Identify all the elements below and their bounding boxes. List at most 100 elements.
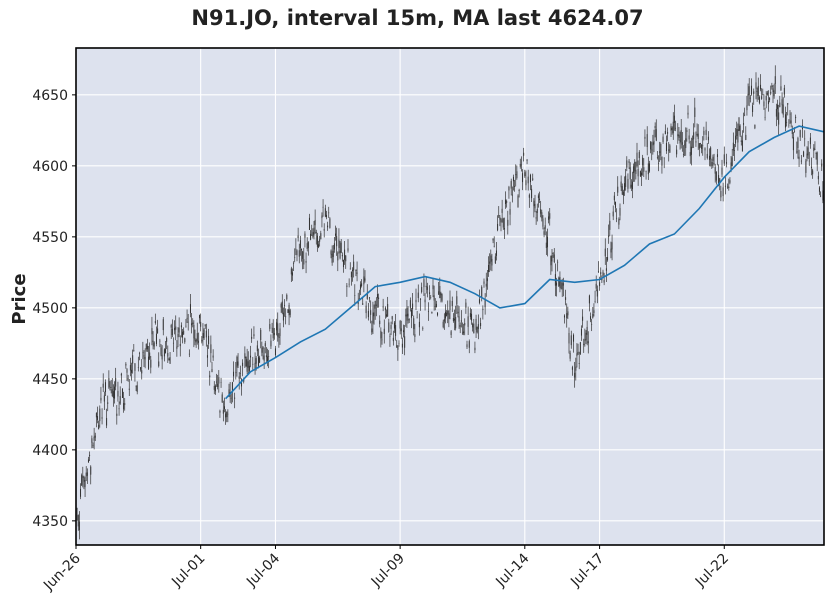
candle-body bbox=[571, 335, 572, 345]
candle-body bbox=[749, 86, 750, 95]
candle-body bbox=[252, 364, 253, 365]
candle-body bbox=[200, 322, 201, 327]
candle-body bbox=[558, 278, 559, 286]
candle-body bbox=[132, 355, 133, 363]
candle-body bbox=[213, 356, 214, 358]
candle-body bbox=[108, 378, 109, 387]
candle-body bbox=[370, 310, 371, 315]
candle-body bbox=[669, 145, 670, 152]
candle-body bbox=[465, 303, 466, 308]
candle-body bbox=[504, 228, 505, 229]
candle-body bbox=[183, 331, 184, 335]
candle-body bbox=[379, 321, 380, 324]
candle-body bbox=[303, 259, 304, 264]
candle-body bbox=[610, 249, 611, 253]
candle-body bbox=[553, 253, 554, 254]
candle-body bbox=[614, 196, 615, 201]
candle-body bbox=[299, 250, 300, 256]
candle-body bbox=[392, 316, 393, 319]
candle-body bbox=[445, 312, 446, 319]
candle-body bbox=[686, 130, 687, 132]
candle-body bbox=[142, 352, 143, 353]
candle-body bbox=[532, 178, 533, 179]
candle-body bbox=[663, 137, 664, 142]
candle-body bbox=[185, 326, 186, 327]
candle-body bbox=[588, 341, 589, 343]
candle-body bbox=[276, 322, 277, 330]
y-tick-label: 4650 bbox=[32, 88, 68, 104]
candle-body bbox=[351, 271, 352, 277]
candle-body bbox=[743, 123, 744, 125]
candle-body bbox=[805, 161, 806, 173]
candle-body bbox=[103, 384, 104, 388]
candle-body bbox=[482, 309, 483, 310]
candle-body bbox=[816, 153, 817, 154]
x-tick-label: Jul-09 bbox=[368, 551, 408, 591]
candle-body bbox=[609, 221, 610, 230]
candle-body bbox=[507, 220, 508, 226]
candle-body bbox=[219, 411, 220, 413]
candle-body bbox=[335, 234, 336, 236]
candle-body bbox=[813, 148, 814, 151]
candle-body bbox=[716, 172, 717, 180]
candle-body bbox=[734, 150, 735, 151]
candle-body bbox=[442, 294, 443, 300]
candle-body bbox=[197, 333, 198, 341]
candle-body bbox=[163, 319, 164, 330]
candle-body bbox=[469, 341, 470, 348]
candle-body bbox=[528, 177, 529, 184]
candle-body bbox=[206, 331, 207, 338]
candle-body bbox=[105, 382, 106, 392]
candle-body bbox=[251, 337, 252, 339]
candle-body bbox=[104, 395, 105, 401]
candle-body bbox=[374, 312, 375, 316]
candle-body bbox=[149, 352, 150, 358]
candle-body bbox=[775, 76, 776, 84]
candle-body bbox=[140, 367, 141, 369]
candle-body bbox=[744, 115, 745, 116]
candle-body bbox=[562, 283, 563, 290]
candle-body bbox=[399, 343, 400, 344]
candle-body bbox=[635, 170, 636, 174]
candle-body bbox=[473, 324, 474, 334]
candle-body bbox=[210, 344, 211, 353]
candle-body bbox=[227, 414, 228, 415]
candle-body bbox=[574, 373, 575, 378]
candle-body bbox=[79, 522, 80, 531]
candle-body bbox=[537, 209, 538, 213]
candle-body bbox=[309, 218, 310, 230]
candle-body bbox=[274, 333, 275, 335]
candle-body bbox=[264, 356, 265, 361]
candle-body bbox=[93, 445, 94, 446]
candle-body bbox=[98, 425, 99, 430]
candle-body bbox=[794, 131, 795, 132]
candle-body bbox=[195, 338, 196, 341]
candle-body bbox=[456, 296, 457, 304]
candle-body bbox=[651, 150, 652, 151]
candle-body bbox=[248, 361, 249, 367]
candle-body bbox=[106, 418, 107, 425]
candle-body bbox=[778, 112, 779, 124]
candle-body bbox=[209, 375, 210, 377]
candle-body bbox=[83, 477, 84, 481]
candle-body bbox=[782, 99, 783, 105]
candle-body bbox=[412, 304, 413, 309]
candle-body bbox=[138, 367, 139, 368]
candle-body bbox=[171, 325, 172, 328]
candle-body bbox=[295, 249, 296, 250]
candle-body bbox=[753, 91, 754, 94]
candle-body bbox=[714, 163, 715, 164]
candle-body bbox=[810, 138, 811, 145]
candle-body bbox=[745, 135, 746, 140]
candle-body bbox=[496, 251, 497, 256]
y-tick-label: 4500 bbox=[32, 301, 68, 317]
candle-body bbox=[162, 355, 163, 360]
candle-body bbox=[113, 391, 114, 398]
candle-body bbox=[234, 398, 235, 399]
candle-body bbox=[597, 290, 598, 297]
candle-body bbox=[608, 236, 609, 238]
candle-body bbox=[613, 212, 614, 217]
candle-body bbox=[286, 295, 287, 299]
candle-body bbox=[756, 82, 757, 88]
candle-body bbox=[102, 417, 103, 418]
